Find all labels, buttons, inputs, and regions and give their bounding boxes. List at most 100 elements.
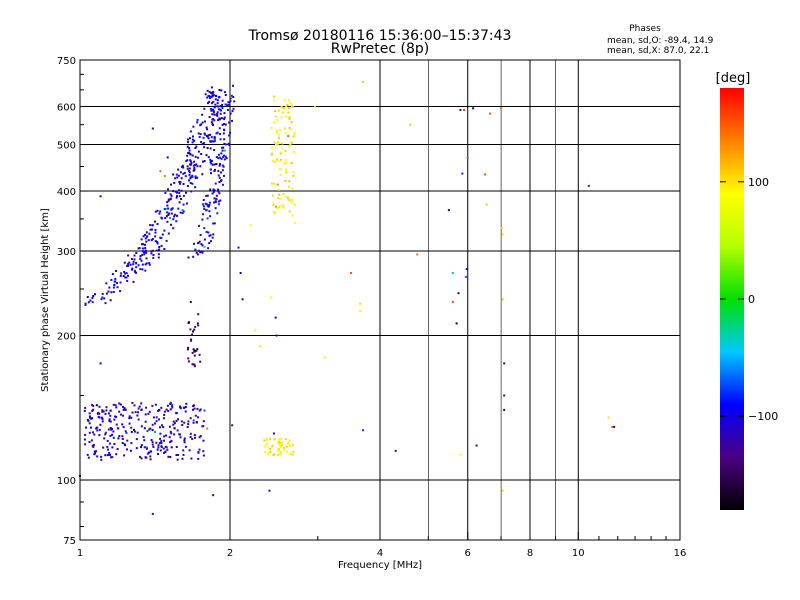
data-point	[167, 232, 170, 235]
data-point	[274, 143, 277, 146]
data-point	[149, 458, 152, 461]
data-point	[118, 435, 121, 438]
data-point	[181, 165, 184, 168]
data-point	[206, 194, 209, 197]
data-point	[217, 190, 220, 193]
data-point	[150, 250, 153, 253]
data-point	[219, 105, 222, 108]
data-point	[217, 203, 220, 206]
data-point	[124, 408, 127, 411]
data-point	[188, 147, 191, 150]
data-point	[503, 362, 506, 365]
data-point	[217, 188, 220, 191]
data-point	[109, 427, 112, 429]
data-point	[189, 130, 192, 133]
data-point	[197, 324, 200, 327]
data-point	[216, 113, 219, 115]
data-point	[165, 446, 168, 449]
data-point	[175, 214, 178, 217]
data-point	[158, 408, 160, 411]
data-point	[200, 153, 203, 155]
data-point	[186, 159, 189, 162]
data-point	[156, 209, 159, 212]
data-point	[119, 274, 122, 277]
y-axis-label: Stationary phase Virtual Height [km]	[40, 208, 51, 392]
data-point	[169, 401, 172, 404]
data-point	[179, 407, 182, 410]
data-point	[126, 439, 129, 442]
data-point	[206, 427, 209, 430]
data-point	[189, 436, 192, 439]
data-point	[170, 208, 173, 211]
data-point	[177, 418, 179, 421]
data-point	[207, 156, 210, 159]
data-point	[249, 223, 252, 226]
data-point	[219, 163, 221, 165]
data-point	[187, 346, 190, 349]
data-point	[272, 204, 275, 206]
data-point	[162, 426, 165, 429]
data-point	[607, 416, 610, 419]
data-point	[277, 197, 280, 200]
data-point	[241, 298, 244, 301]
data-point	[159, 170, 162, 173]
data-point	[213, 135, 216, 138]
data-point	[175, 454, 178, 456]
data-point	[204, 202, 207, 205]
data-point	[286, 442, 289, 445]
data-point	[133, 258, 136, 261]
data-point	[152, 256, 155, 259]
data-point	[192, 169, 195, 172]
data-point	[209, 133, 212, 136]
data-point	[224, 103, 227, 106]
data-point	[104, 412, 107, 415]
data-point	[170, 212, 173, 215]
data-point	[176, 195, 178, 197]
data-point	[222, 154, 225, 157]
data-point	[170, 439, 173, 442]
data-point	[212, 494, 215, 497]
data-point	[165, 434, 168, 437]
data-point	[447, 209, 450, 212]
data-point	[223, 149, 226, 152]
data-point	[189, 328, 192, 331]
data-point	[176, 458, 179, 461]
data-point	[209, 188, 212, 191]
data-point	[207, 102, 209, 105]
data-point	[191, 138, 194, 141]
data-point	[164, 450, 167, 453]
data-point	[130, 258, 133, 260]
data-point	[163, 414, 166, 416]
data-point	[226, 108, 229, 111]
data-point	[192, 419, 195, 422]
data-point	[288, 116, 291, 119]
data-point	[461, 172, 464, 175]
data-point	[503, 408, 506, 411]
data-point	[166, 211, 169, 214]
data-point	[183, 171, 186, 174]
data-point	[151, 512, 154, 515]
colorbar-ticks: 100 0 −100	[720, 176, 778, 423]
data-point	[158, 248, 161, 251]
data-point	[189, 163, 192, 166]
data-point	[288, 210, 291, 213]
data-point	[270, 296, 273, 299]
data-point	[218, 164, 221, 167]
data-point	[279, 197, 282, 200]
data-point	[212, 94, 215, 97]
data-point	[143, 427, 146, 430]
data-point	[216, 111, 219, 114]
data-point	[287, 196, 290, 199]
data-point	[214, 182, 217, 185]
data-point	[195, 349, 198, 352]
data-point	[292, 171, 295, 174]
data-point	[124, 444, 126, 447]
data-point	[131, 411, 134, 414]
data-point	[120, 272, 123, 275]
data-point	[200, 250, 203, 253]
data-point	[587, 184, 590, 187]
data-point	[222, 156, 225, 158]
data-point	[181, 212, 184, 215]
data-point	[202, 450, 205, 453]
data-point	[221, 123, 224, 126]
